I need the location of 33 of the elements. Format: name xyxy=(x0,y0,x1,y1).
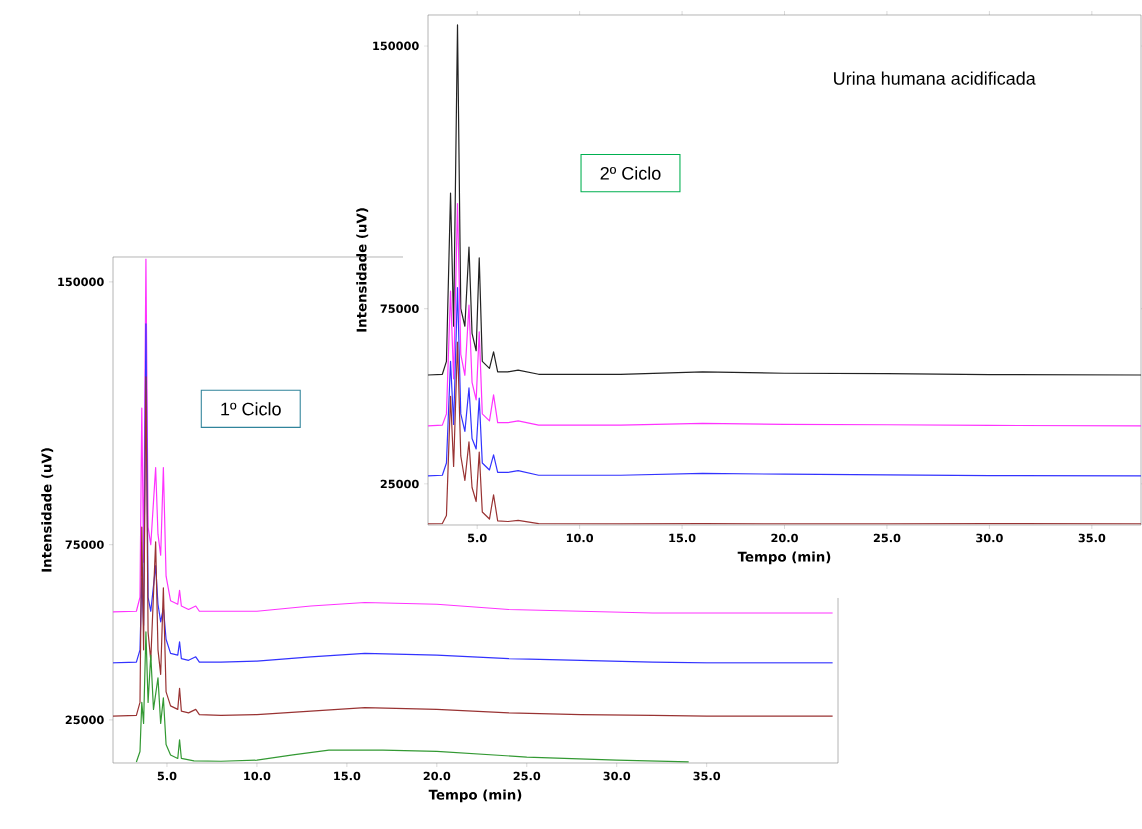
y-tick-label: 75000 xyxy=(380,304,419,314)
y-axis-title: Intensidade (uV) xyxy=(356,208,369,332)
y-tick-label: 150000 xyxy=(58,277,104,287)
x-tick-label: 15.0 xyxy=(669,533,696,543)
annotation: 2º Ciclo xyxy=(600,166,661,180)
x-axis-title: Tempo (min) xyxy=(428,789,522,803)
line-series xyxy=(428,24,1142,376)
x-tick-label: 20.0 xyxy=(423,771,451,781)
line-series xyxy=(428,287,1142,477)
line-series xyxy=(113,376,834,717)
x-tick-label: 35.0 xyxy=(693,771,721,781)
y-tick-label: 75000 xyxy=(65,540,104,549)
x-tick-label: 25.0 xyxy=(513,771,541,781)
y-tick-label: 150000 xyxy=(373,41,419,51)
y-axis-title: Intensidade (uV) xyxy=(41,448,54,572)
y-tick-label: 25000 xyxy=(380,479,419,489)
x-tick-label: 30.0 xyxy=(603,771,631,781)
x-tick-label: 30.0 xyxy=(976,533,1003,543)
line-series xyxy=(135,631,690,763)
x-axis-title: Tempo (min) xyxy=(737,551,831,565)
x-tick-label: 5.0 xyxy=(157,771,177,781)
text: Urina humana acidificada xyxy=(834,71,1036,85)
x-tick-label: 35.0 xyxy=(1078,533,1106,543)
x-tick-label: 5.0 xyxy=(468,533,487,543)
x-tick-label: 25.0 xyxy=(873,533,901,543)
line-series xyxy=(428,202,1142,427)
x-tick-label: 20.0 xyxy=(771,533,798,543)
y-tick-label: 25000 xyxy=(65,715,104,725)
x-tick-label: 10.0 xyxy=(566,533,594,543)
x-tick-label: 10.0 xyxy=(244,771,271,781)
annotation: 1º Ciclo xyxy=(221,402,281,416)
line-series xyxy=(428,341,1142,525)
x-tick-label: 15.0 xyxy=(334,771,361,781)
